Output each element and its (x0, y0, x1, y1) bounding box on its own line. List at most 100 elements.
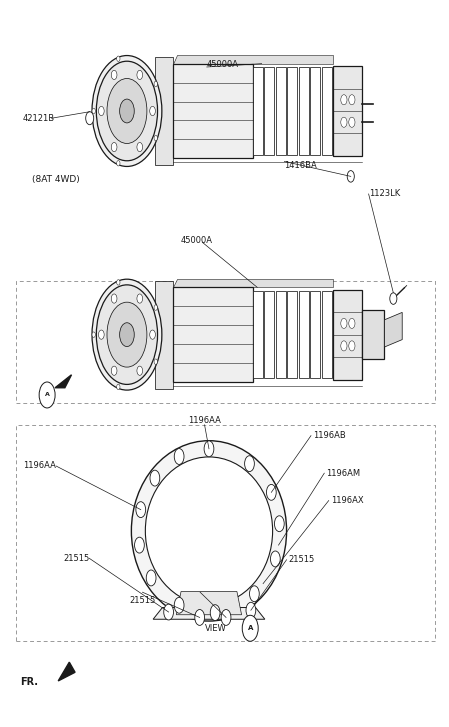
FancyBboxPatch shape (287, 68, 297, 155)
Circle shape (349, 318, 355, 329)
Circle shape (154, 359, 158, 364)
FancyBboxPatch shape (322, 68, 332, 155)
Bar (16, 281, 435, 403)
Circle shape (117, 56, 120, 62)
Circle shape (154, 81, 158, 87)
Circle shape (150, 470, 160, 486)
Circle shape (150, 330, 155, 340)
Circle shape (119, 99, 134, 123)
Polygon shape (153, 608, 265, 619)
FancyBboxPatch shape (155, 281, 173, 389)
Circle shape (97, 61, 158, 161)
FancyBboxPatch shape (173, 64, 253, 158)
Circle shape (349, 117, 355, 127)
Circle shape (111, 366, 117, 375)
Circle shape (137, 294, 143, 303)
Text: 1196AM: 1196AM (326, 469, 361, 478)
Circle shape (137, 71, 143, 79)
Circle shape (137, 366, 143, 375)
Circle shape (174, 449, 184, 465)
Circle shape (92, 108, 95, 113)
Circle shape (137, 142, 143, 152)
Polygon shape (58, 662, 75, 681)
Text: 21515: 21515 (187, 596, 213, 605)
Circle shape (242, 615, 258, 641)
Circle shape (390, 293, 397, 305)
FancyBboxPatch shape (299, 291, 308, 378)
Bar (16, 425, 435, 641)
Circle shape (349, 341, 355, 351)
Text: 42121B: 42121B (23, 113, 55, 123)
Circle shape (250, 586, 259, 602)
Circle shape (86, 112, 94, 125)
FancyBboxPatch shape (362, 310, 384, 359)
Ellipse shape (145, 457, 273, 605)
Circle shape (274, 515, 284, 531)
Text: 1196AX: 1196AX (331, 496, 364, 505)
Circle shape (117, 161, 120, 166)
Circle shape (39, 382, 55, 408)
FancyBboxPatch shape (276, 68, 286, 155)
Circle shape (154, 305, 158, 310)
Circle shape (246, 602, 256, 618)
FancyBboxPatch shape (276, 291, 286, 378)
Circle shape (111, 71, 117, 79)
Circle shape (341, 318, 347, 329)
FancyBboxPatch shape (155, 57, 173, 165)
FancyBboxPatch shape (310, 68, 320, 155)
Circle shape (150, 106, 155, 116)
Circle shape (117, 280, 120, 285)
Text: FR.: FR. (21, 678, 39, 687)
Circle shape (210, 605, 220, 621)
Circle shape (349, 95, 355, 105)
Circle shape (119, 323, 134, 347)
Circle shape (341, 117, 347, 127)
Circle shape (117, 384, 120, 390)
Circle shape (341, 341, 347, 351)
FancyBboxPatch shape (264, 291, 274, 378)
FancyBboxPatch shape (334, 289, 362, 379)
Circle shape (107, 79, 147, 143)
FancyBboxPatch shape (287, 291, 297, 378)
Circle shape (97, 285, 158, 385)
Circle shape (195, 609, 205, 625)
Polygon shape (173, 278, 334, 287)
Polygon shape (176, 592, 242, 615)
Text: 21515: 21515 (63, 554, 89, 563)
Circle shape (204, 441, 214, 457)
Circle shape (135, 537, 144, 553)
Circle shape (347, 171, 354, 182)
Polygon shape (173, 55, 334, 64)
Text: 1196AA: 1196AA (188, 416, 221, 425)
Text: VIEW: VIEW (205, 624, 226, 632)
FancyBboxPatch shape (173, 287, 253, 382)
Circle shape (146, 570, 156, 586)
Text: 1196AB: 1196AB (313, 431, 346, 440)
Circle shape (341, 95, 347, 105)
FancyBboxPatch shape (310, 291, 320, 378)
FancyBboxPatch shape (264, 68, 274, 155)
FancyBboxPatch shape (299, 68, 308, 155)
Text: 45000A: 45000A (207, 60, 239, 68)
Text: 21515: 21515 (289, 555, 315, 564)
Polygon shape (55, 375, 71, 387)
Circle shape (136, 502, 145, 518)
Circle shape (154, 135, 158, 141)
Text: A: A (247, 625, 253, 631)
Ellipse shape (92, 55, 162, 166)
Text: 45000A: 45000A (180, 236, 212, 245)
FancyBboxPatch shape (322, 291, 332, 378)
FancyBboxPatch shape (253, 68, 263, 155)
FancyBboxPatch shape (334, 66, 362, 156)
Circle shape (111, 294, 117, 303)
Circle shape (221, 609, 231, 625)
Text: 1123LK: 1123LK (369, 190, 400, 198)
Text: 21515: 21515 (129, 596, 156, 605)
FancyBboxPatch shape (253, 291, 263, 378)
Ellipse shape (132, 441, 286, 621)
Circle shape (98, 330, 104, 340)
Circle shape (98, 106, 104, 116)
Circle shape (92, 332, 95, 337)
Text: A: A (45, 393, 49, 398)
Circle shape (245, 456, 255, 472)
